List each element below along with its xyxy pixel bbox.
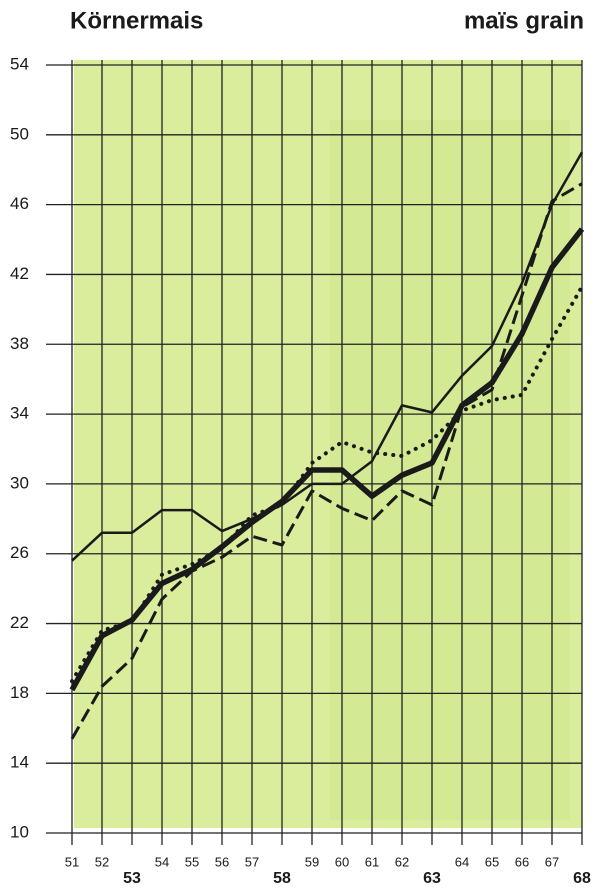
series-line — [70, 284, 584, 684]
x-tick-label: 60 — [335, 854, 349, 869]
y-tick-label: 50 — [10, 124, 29, 143]
y-tick-label: 10 — [10, 822, 29, 841]
chart-subtitle: maïs grain — [464, 7, 584, 34]
x-tick-label: 51 — [65, 854, 79, 869]
x-tick-label: 66 — [515, 854, 529, 869]
x-tick-label: 62 — [395, 854, 409, 869]
x-tick-label: 63 — [423, 870, 441, 887]
y-tick-label: 22 — [10, 613, 29, 632]
y-tick-label: 30 — [10, 473, 29, 492]
y-tick-label: 38 — [10, 334, 29, 353]
y-tick-label: 46 — [10, 194, 29, 213]
series-line — [71, 151, 584, 562]
x-tick-label: 64 — [455, 854, 469, 869]
y-tick-label: 14 — [10, 753, 29, 772]
x-tick-label: 65 — [485, 854, 499, 869]
y-tick-label: 26 — [10, 543, 29, 562]
x-tick-label: 67 — [545, 854, 559, 869]
y-tick-label: 34 — [10, 404, 29, 423]
x-tick-label: 56 — [215, 854, 229, 869]
x-tick-label: 53 — [123, 870, 141, 887]
x-tick-label: 58 — [273, 870, 291, 887]
x-tick-label: 59 — [305, 854, 319, 869]
series-line — [70, 182, 583, 740]
x-tick-label: 54 — [155, 854, 169, 869]
x-tick-label: 61 — [365, 854, 379, 869]
x-tick-label: 57 — [245, 854, 259, 869]
y-tick-label: 18 — [10, 683, 29, 702]
chart-title: Körnermais — [70, 7, 203, 34]
plot-shade — [330, 120, 570, 820]
x-tick-label: 55 — [185, 854, 199, 869]
y-tick-label: 42 — [10, 264, 29, 283]
x-tick-label: 52 — [95, 854, 109, 869]
x-tick-label: 68 — [573, 870, 591, 887]
y-tick-label: 54 — [10, 54, 29, 73]
